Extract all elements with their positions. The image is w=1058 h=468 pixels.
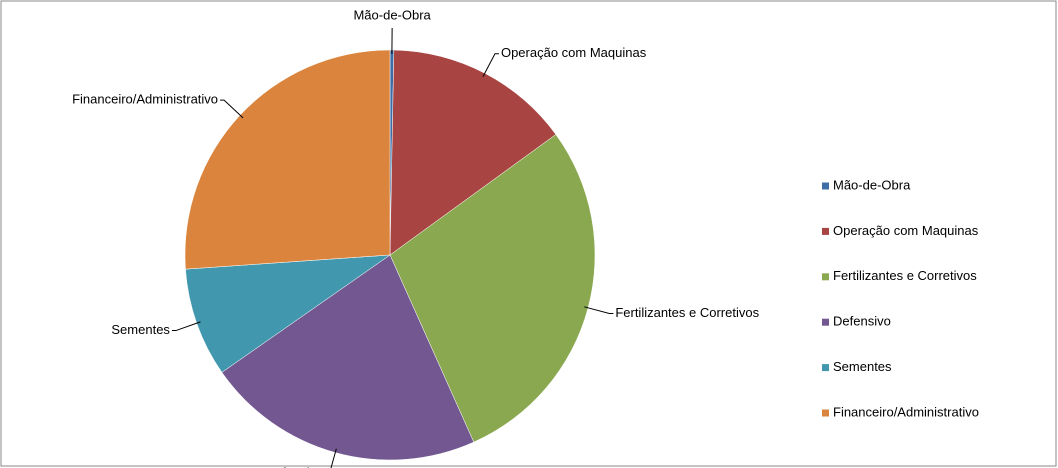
legend-label: Sementes (833, 359, 892, 374)
legend-swatch (822, 273, 829, 281)
legend-swatch (822, 182, 829, 190)
legend-label: Fertilizantes e Corretivos (833, 268, 977, 283)
data-label: Fertilizantes e Corretivos (615, 305, 759, 320)
data-label: Sementes (111, 322, 170, 337)
legend-swatch (822, 227, 829, 235)
data-label: Operação com Maquinas (501, 45, 647, 60)
data-label: Mão-de-Obra (353, 7, 431, 22)
leader-line (330, 448, 337, 468)
leader-line (171, 321, 201, 332)
legend-label: Mão-de-Obra (833, 177, 911, 192)
data-label: Financeiro/Administrativo (72, 92, 218, 107)
leader-line (482, 53, 499, 78)
legend-swatch (822, 364, 829, 372)
leader-line (584, 306, 614, 315)
legend-swatch (822, 318, 829, 326)
legend-label: Financeiro/Administrativo (833, 404, 979, 419)
data-label: Defensivo (266, 465, 324, 468)
legend-label: Defensivo (833, 314, 891, 329)
leader-line (220, 99, 244, 119)
legend-label: Operação com Maquinas (833, 223, 979, 238)
legend-swatch (822, 409, 829, 417)
